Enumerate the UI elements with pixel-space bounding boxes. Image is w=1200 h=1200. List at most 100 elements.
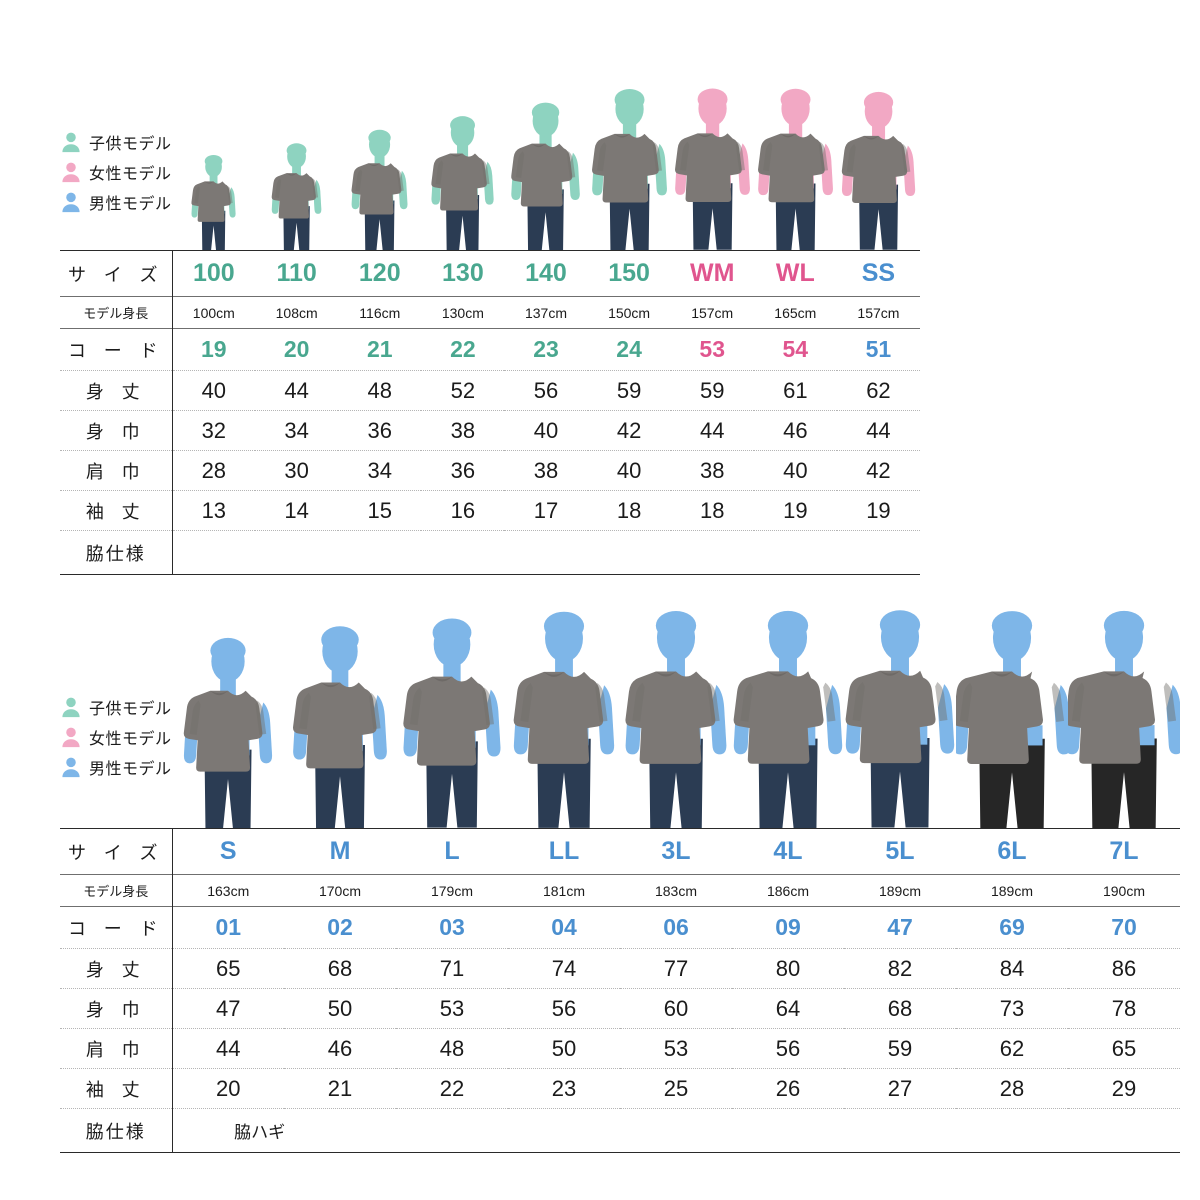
cell-shoulder_width-SS: 42 (836, 450, 920, 491)
model-figure-L (396, 612, 508, 828)
cell-model_height-130: 130cm (421, 296, 505, 329)
cell-shoulder_width-M: 46 (284, 1028, 396, 1069)
legend-row-female-model: 女性モデル (60, 723, 172, 751)
child-model-icon (60, 696, 82, 718)
cell-body_length-130: 52 (421, 370, 505, 411)
cell-code-5L: 47 (844, 906, 956, 949)
model-figure-LL (508, 605, 620, 828)
cell-code-130: 22 (421, 328, 505, 371)
row-label-shoulder_width: 肩 巾 (60, 450, 172, 491)
cell-sleeve_length-S: 20 (171, 1068, 284, 1109)
cell-sleeve_length-4L: 26 (732, 1068, 844, 1109)
cell-model_height-120: 116cm (338, 296, 422, 329)
cell-body_length-150: 59 (587, 370, 671, 411)
table-row-body_width: 身 巾 32 34 36 38 40 42 44 46 44 (60, 410, 920, 451)
cell-size-110: 110 (255, 250, 339, 297)
table-row-side_spec: 脇仕様 (60, 530, 920, 575)
cell-body_width-3L: 60 (620, 988, 732, 1029)
cell-body_width-L: 53 (396, 988, 508, 1029)
cell-code-WL: 54 (753, 328, 837, 371)
cell-code-100: 19 (171, 328, 256, 371)
cell-sleeve_length-L: 22 (396, 1068, 508, 1109)
cell-body_length-110: 44 (255, 370, 339, 411)
model-figure-120 (338, 126, 421, 250)
cell-code-150: 24 (587, 328, 671, 371)
model-figure-150 (588, 84, 671, 250)
cell-code-LL: 04 (508, 906, 620, 949)
adults-model-row (60, 578, 1180, 828)
row-label-side_spec: 脇仕様 (60, 530, 172, 575)
legend-label: 子供モデル (89, 134, 172, 153)
model-figure-110 (255, 140, 338, 250)
cell-body_width-SS: 44 (836, 410, 920, 451)
cell-body_width-140: 40 (504, 410, 588, 451)
cell-body_length-4L: 80 (732, 948, 844, 989)
legend-row-male-model: 男性モデル (60, 188, 172, 216)
cell-model_height-7L: 190cm (1068, 874, 1180, 907)
model-legend-adults: 子供モデル 女性モデル 男性モデル (60, 693, 172, 781)
cell-model_height-3L: 183cm (620, 874, 732, 907)
cell-body_length-6L: 84 (956, 948, 1068, 989)
legend-label: 男性モデル (89, 194, 172, 213)
table-row-model_height: モデル身長 163cm 170cm 179cm 181cm 183cm 186cm 189cm… (60, 874, 1180, 907)
cell-size-3L: 3L (620, 828, 732, 875)
table-row-shoulder_width: 肩 巾 28 30 34 36 38 40 38 40 42 (60, 450, 920, 491)
cell-body_length-SS: 62 (836, 370, 920, 411)
row-label-sleeve_length: 袖 丈 (60, 1068, 172, 1109)
cell-sleeve_length-7L: 29 (1068, 1068, 1180, 1109)
cell-shoulder_width-120: 34 (338, 450, 422, 491)
cell-body_width-120: 36 (338, 410, 422, 451)
model-figure-130 (421, 112, 504, 250)
cell-model_height-110: 108cm (255, 296, 339, 329)
model-figure-WM (671, 80, 754, 250)
female-model-icon (60, 726, 82, 748)
table-row-sleeve_length: 袖 丈 20 21 22 23 25 26 27 28 29 (60, 1068, 1180, 1109)
cell-sleeve_length-SS: 19 (836, 490, 920, 531)
cell-size-L: L (396, 828, 508, 875)
cell-size-100: 100 (171, 250, 256, 297)
cell-body_length-S: 65 (171, 948, 284, 989)
cell-size-130: 130 (421, 250, 505, 297)
cell-body_width-110: 34 (255, 410, 339, 451)
cell-shoulder_width-6L: 62 (956, 1028, 1068, 1069)
cell-body_length-120: 48 (338, 370, 422, 411)
cell-shoulder_width-100: 28 (171, 450, 256, 491)
cell-size-LL: LL (508, 828, 620, 875)
legend-label: 女性モデル (89, 729, 172, 748)
table-row-side_spec: 脇仕様 脇ハギ (60, 1108, 1180, 1153)
cell-shoulder_width-5L: 59 (844, 1028, 956, 1069)
row-label-model_height: モデル身長 (60, 296, 172, 329)
model-figure-S (172, 632, 284, 828)
cell-size-WM: WM (670, 250, 754, 297)
cell-body_width-6L: 73 (956, 988, 1068, 1029)
row-label-body_length: 身 丈 (60, 948, 172, 989)
kids-size-table: サ イ ズ 100 110 120 130 140 150 WM WL SS モデル身長 100cm 1… (60, 250, 920, 575)
row-label-side_spec: 脇仕様 (60, 1108, 172, 1153)
cell-body_width-130: 38 (421, 410, 505, 451)
kids-size-chart-section: 子供モデル 女性モデル 男性モデル サ イ ズ 100 110 120 130 140 150 W… (60, 70, 920, 575)
row-label-size: サ イ ズ (60, 828, 172, 875)
cell-model_height-SS: 157cm (836, 296, 920, 329)
cell-shoulder_width-3L: 53 (620, 1028, 732, 1069)
male-model-icon (60, 756, 82, 778)
cell-code-6L: 69 (956, 906, 1068, 949)
model-figure-100 (172, 152, 255, 250)
cell-shoulder_width-WM: 38 (670, 450, 754, 491)
cell-body_width-S: 47 (171, 988, 284, 1029)
cell-model_height-M: 170cm (284, 874, 396, 907)
cell-size-M: M (284, 828, 396, 875)
cell-sleeve_length-LL: 23 (508, 1068, 620, 1109)
cell-shoulder_width-110: 30 (255, 450, 339, 491)
cell-code-3L: 06 (620, 906, 732, 949)
cell-sleeve_length-5L: 27 (844, 1068, 956, 1109)
cell-body_width-150: 42 (587, 410, 671, 451)
cell-body_width-7L: 78 (1068, 988, 1180, 1029)
cell-code-7L: 70 (1068, 906, 1180, 949)
table-row-size: サ イ ズ S M L LL 3L 4L 5L 6L 7L (60, 828, 1180, 875)
table-row-sleeve_length: 袖 丈 13 14 15 16 17 18 18 19 19 (60, 490, 920, 531)
cell-code-120: 21 (338, 328, 422, 371)
cell-size-7L: 7L (1068, 828, 1180, 875)
cell-body_width-WL: 46 (753, 410, 837, 451)
cell-sleeve_length-3L: 25 (620, 1068, 732, 1109)
